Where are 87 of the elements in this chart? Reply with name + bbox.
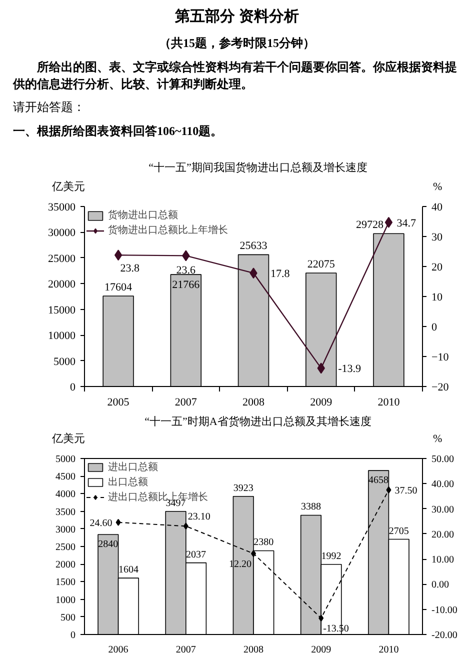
data-label: 24.60 — [90, 518, 112, 529]
data-label: 3923 — [233, 482, 254, 494]
data-label: 34.7 — [396, 217, 416, 230]
data-label: 3388 — [300, 502, 321, 513]
x-tick-label: 2009 — [311, 644, 332, 656]
y2-axis-title: % — [433, 180, 442, 196]
text: 第五部分 资料分析 — [174, 7, 300, 27]
x-tick-label: 2006 — [108, 644, 128, 656]
y-tick-label: 4500 — [56, 472, 76, 483]
y2-tick-label: 0 — [432, 322, 438, 334]
y-tick-label: 30000 — [48, 227, 76, 240]
y-tick-label: 15000 — [48, 304, 76, 316]
data-label: 2380 — [254, 537, 274, 548]
y-tick-label: 3500 — [56, 506, 76, 518]
y-tick-label: 35000 — [48, 202, 76, 214]
y2-axis-title: % — [433, 432, 442, 448]
text: 一、根据所给图表资料回答106~110题。 — [13, 123, 224, 140]
data-label: 21766 — [172, 279, 200, 292]
y-axis-title: 亿美元 — [52, 432, 85, 448]
y-tick-label: 0 — [70, 630, 76, 641]
y-tick-label: 5000 — [56, 454, 76, 465]
y2-tick-label: 0.00 — [432, 580, 449, 591]
y-tick-label: 0 — [70, 382, 76, 394]
data-label: 2037 — [186, 549, 206, 560]
x-tick-label: 2007 — [174, 396, 198, 408]
data-label: -13.9 — [338, 363, 362, 376]
data-label: 23.10 — [188, 512, 210, 523]
data-label: 23.8 — [120, 262, 140, 275]
chart-title: “十一五”时期A省货物进出口总额及其增长速度 — [144, 415, 372, 430]
data-label: 37.50 — [394, 485, 418, 496]
data-label: 17604 — [104, 281, 133, 294]
legend-label: 出口总额 — [108, 476, 148, 489]
chart-title: “十一五”期间我国货物进出口总额及增长速度 — [148, 161, 368, 176]
y-tick-label: 1500 — [56, 577, 76, 588]
y2-tick-label: -10.00 — [432, 604, 458, 616]
text: 所给出的图、表、文字或综合性资料均有若干个问题要你回答。你应根据资料提供的信息进行分析、比较、计算和判断处理。 — [13, 58, 458, 92]
y-tick-label: 2500 — [56, 542, 76, 553]
y-tick-label: 4000 — [56, 489, 76, 500]
x-tick-label: 2007 — [176, 644, 196, 656]
legend-label: 货物进出口总额比上年增长 — [108, 224, 228, 237]
point — [318, 614, 324, 622]
y2-tick-label: −20 — [432, 382, 450, 394]
data-label: 2705 — [388, 526, 409, 537]
y2-tick-label: −10 — [432, 352, 450, 364]
text: 请开始答题： — [13, 99, 86, 116]
x-tick-label: 2008 — [242, 396, 265, 408]
x-tick-label: 2008 — [244, 644, 264, 656]
y2-tick-label: 40.00 — [432, 479, 454, 490]
y2-tick-label: -20.00 — [432, 630, 458, 641]
point — [114, 250, 122, 261]
point — [386, 486, 392, 494]
y2-tick-label: 30.00 — [432, 504, 454, 516]
data-label: 23.6 — [176, 264, 196, 276]
point — [384, 216, 393, 228]
legend-label: 进出口总额 — [108, 460, 158, 474]
data-label: 3497 — [166, 498, 186, 509]
point — [116, 518, 121, 526]
text: （共15题，参考时限15分钟） — [158, 35, 316, 52]
y-tick-label: 3000 — [56, 524, 76, 536]
y2-tick-label: 20.00 — [432, 529, 454, 540]
y-tick-label: 5000 — [54, 356, 76, 368]
y2-tick-label: 10 — [432, 292, 443, 304]
x-tick-label: 2005 — [107, 396, 130, 408]
legend-label: 货物进出口总额 — [108, 208, 178, 222]
y2-tick-label: 30 — [432, 232, 443, 244]
y2-tick-label: 50.00 — [432, 454, 454, 465]
data-label: 1604 — [118, 564, 138, 576]
y2-tick-label: 20 — [432, 262, 443, 274]
y-tick-label: 20000 — [48, 278, 76, 291]
x-tick-label: 2010 — [378, 644, 399, 656]
data-label: 17.8 — [270, 268, 290, 280]
data-label: 1992 — [321, 550, 342, 562]
y-tick-label: 1000 — [56, 594, 76, 606]
data-label: 22075 — [307, 258, 336, 270]
x-tick-label: 2010 — [378, 396, 400, 408]
y2-tick-label: 10.00 — [432, 554, 454, 566]
y-tick-label: 10000 — [48, 330, 76, 342]
y-tick-label: 25000 — [48, 252, 76, 265]
y-tick-label: 500 — [60, 612, 76, 624]
point — [183, 522, 188, 530]
data-label: 29728 — [356, 219, 384, 232]
y-axis-title: 亿美元 — [52, 180, 85, 196]
data-label: 2840 — [98, 539, 118, 550]
data-label: 25633 — [240, 240, 268, 252]
x-tick-label: 2009 — [310, 396, 333, 408]
y-tick-label: 2000 — [56, 560, 76, 571]
y2-tick-label: 40 — [432, 202, 443, 214]
